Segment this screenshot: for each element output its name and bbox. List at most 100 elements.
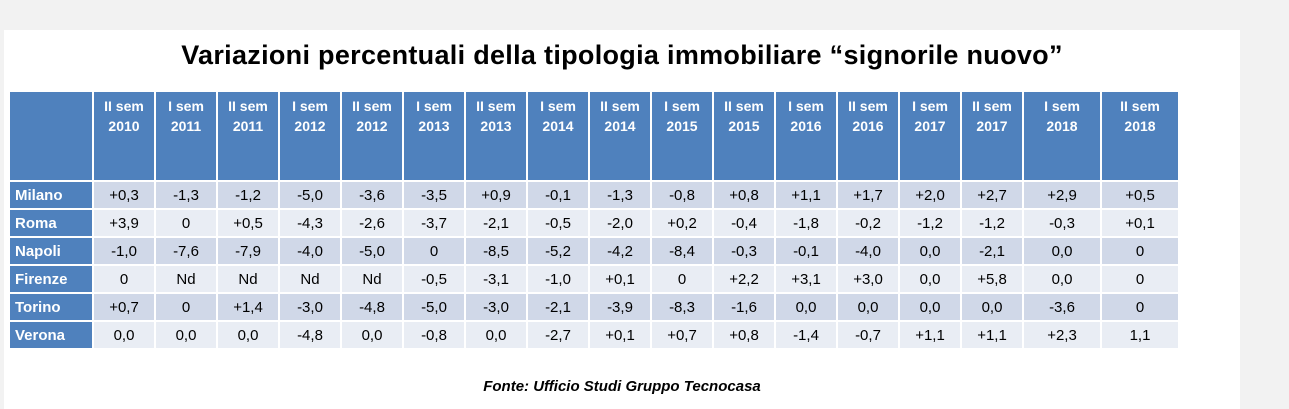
table-cell: -5,0 (404, 294, 464, 320)
table-cell: +3,9 (94, 210, 154, 236)
column-year: 2012 (356, 118, 388, 134)
table-cell: +1,1 (776, 182, 836, 208)
column-semester: I sem (664, 98, 700, 114)
table-cell: -2,1 (466, 210, 526, 236)
table-cell: -3,0 (466, 294, 526, 320)
table-cell: -3,1 (466, 266, 526, 292)
table-cell: -7,6 (156, 238, 216, 264)
table-row: Verona 0,0 0,0 0,0 -4,8 0,0 -0,8 0,0 -2,7 +0,1 +0,… (10, 322, 1178, 348)
column-header: I sem 2018 (1024, 92, 1100, 180)
table-cell: Nd (156, 266, 216, 292)
table-row: Torino +0,7 0 +1,4 -3,0 -4,8 -5,0 -3,0 -2,1 -3,9-… (10, 294, 1178, 320)
corner-cell (10, 92, 92, 180)
column-year: 2017 (976, 118, 1008, 134)
table-cell: +2,7 (962, 182, 1022, 208)
table-cell: -1,4 (776, 322, 836, 348)
table-cell: -5,0 (280, 182, 340, 208)
column-semester: I sem (788, 98, 824, 114)
data-table: II sem 2010 I sem 2011 II sem 2011 I sem 2012 II… (8, 90, 1180, 350)
table-cell: -0,4 (714, 210, 774, 236)
column-header: I sem 2013 (404, 92, 464, 180)
column-semester: I sem (912, 98, 948, 114)
column-header: I sem 2017 (900, 92, 960, 180)
table-cell: -8,4 (652, 238, 712, 264)
column-header: I sem 2016 (776, 92, 836, 180)
column-header: II sem 2016 (838, 92, 898, 180)
column-year: 2011 (170, 118, 202, 134)
table-cell: -5,2 (528, 238, 588, 264)
column-year: 2013 (480, 118, 512, 134)
column-year: 2010 (108, 118, 140, 134)
column-semester: I sem (292, 98, 328, 114)
column-year: 2011 (232, 118, 264, 134)
table-cell: -5,0 (342, 238, 402, 264)
table-cell: +0,1 (1102, 210, 1178, 236)
table-cell: -0,5 (528, 210, 588, 236)
table-cell: 0,0 (1024, 238, 1100, 264)
table-cell: -2,1 (962, 238, 1022, 264)
table-cell: -0,3 (1024, 210, 1100, 236)
column-header: II sem 2012 (342, 92, 402, 180)
table-cell: -1,3 (590, 182, 650, 208)
column-year: 2018 (1124, 118, 1156, 134)
table-cell: 0 (156, 210, 216, 236)
table-cell: -0,8 (404, 322, 464, 348)
table-cell: +1,1 (900, 322, 960, 348)
table-cell: -1,0 (94, 238, 154, 264)
table-cell: -2,7 (528, 322, 588, 348)
table-cell: -0,1 (776, 238, 836, 264)
column-header: I sem 2014 (528, 92, 588, 180)
table-cell: +3,0 (838, 266, 898, 292)
column-semester: II sem (848, 98, 888, 114)
column-semester: I sem (168, 98, 204, 114)
table-cell: 0,0 (900, 266, 960, 292)
table-cell: +2,3 (1024, 322, 1100, 348)
row-label: Milano (10, 182, 92, 208)
table-cell: 0 (1102, 238, 1178, 264)
table-cell: 0,0 (94, 322, 154, 348)
column-year: 2018 (1046, 118, 1078, 134)
table-cell: Nd (342, 266, 402, 292)
column-header: II sem 2013 (466, 92, 526, 180)
table-cell: +0,3 (94, 182, 154, 208)
table-cell: 0,0 (1024, 266, 1100, 292)
column-semester: II sem (724, 98, 764, 114)
table-cell: -2,6 (342, 210, 402, 236)
column-semester: I sem (1044, 98, 1080, 114)
table-cell: 0 (156, 294, 216, 320)
table-cell: Nd (218, 266, 278, 292)
table-cell: 0,0 (962, 294, 1022, 320)
column-header: II sem 2017 (962, 92, 1022, 180)
table-cell: +5,8 (962, 266, 1022, 292)
column-header: I sem 2011 (156, 92, 216, 180)
table-cell: -3,6 (1024, 294, 1100, 320)
table-cell: +0,8 (714, 322, 774, 348)
column-header: I sem 2012 (280, 92, 340, 180)
table-cell: +0,7 (652, 322, 712, 348)
row-label: Torino (10, 294, 92, 320)
table-cell: 0,0 (156, 322, 216, 348)
column-semester: I sem (540, 98, 576, 114)
table-cell: -1,2 (900, 210, 960, 236)
table-cell: Nd (280, 266, 340, 292)
table-cell: +1,4 (218, 294, 278, 320)
table-cell: -8,5 (466, 238, 526, 264)
column-header: II sem 2014 (590, 92, 650, 180)
table-cell: -3,7 (404, 210, 464, 236)
table-cell: +0,1 (590, 322, 650, 348)
column-semester: I sem (416, 98, 452, 114)
table-cell: -4,2 (590, 238, 650, 264)
row-label: Verona (10, 322, 92, 348)
table-cell: 1,1 (1102, 322, 1178, 348)
table-cell: 0 (1102, 266, 1178, 292)
table-cell: -0,5 (404, 266, 464, 292)
column-year: 2013 (418, 118, 450, 134)
table-cell: -3,6 (342, 182, 402, 208)
table-cell: 0 (404, 238, 464, 264)
column-year: 2015 (666, 118, 698, 134)
column-header: II sem 2011 (218, 92, 278, 180)
table-cell: -1,2 (218, 182, 278, 208)
table-cell: 0 (652, 266, 712, 292)
row-label: Firenze (10, 266, 92, 292)
table-cell: 0,0 (838, 294, 898, 320)
